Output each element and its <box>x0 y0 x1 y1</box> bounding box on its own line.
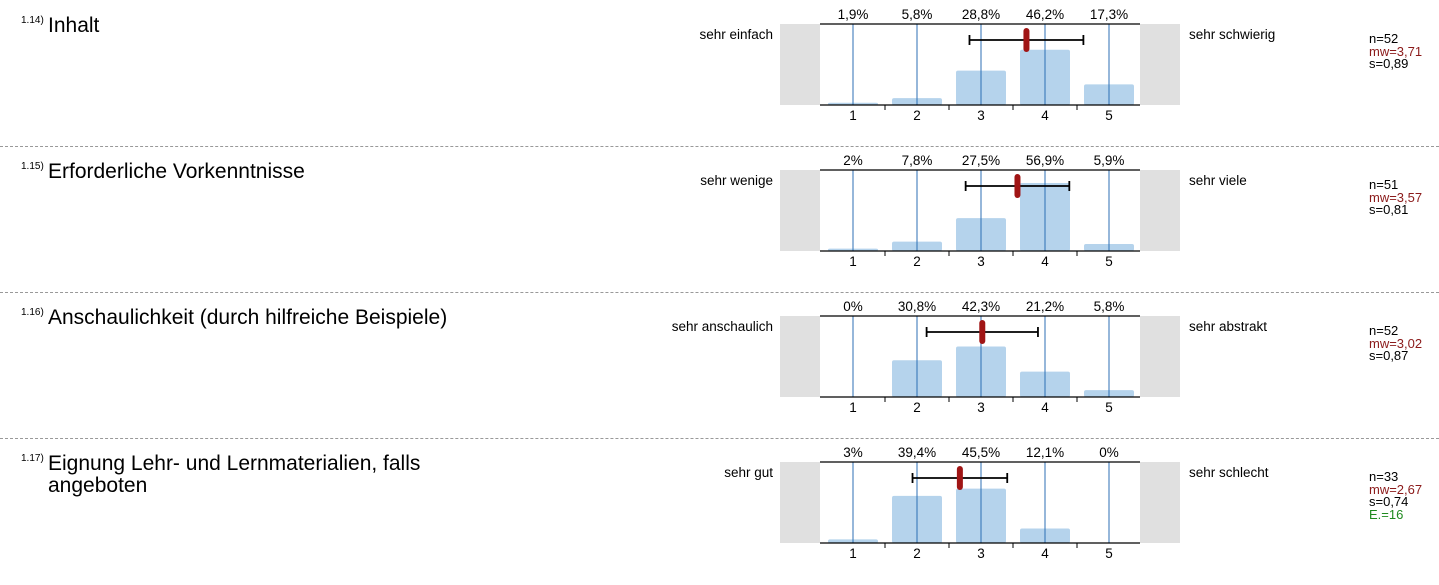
stats-block: n=52 mw=3,02 s=0,87 <box>1369 323 1423 363</box>
category-label: 4 <box>1041 400 1049 415</box>
question-number: 1.16) <box>21 307 44 318</box>
left-side-panel <box>780 24 820 105</box>
category-label: 1 <box>849 546 857 561</box>
percent-label: 27,5% <box>962 153 1000 168</box>
category-label: 2 <box>913 254 921 269</box>
question-title: Erforderliche Vorkenntnisse <box>48 160 305 183</box>
distribution-chart: 2% 7,8% 27,5% 56,9% 5,9% 1 2 3 4 5 <box>780 153 1180 269</box>
category-label: 4 <box>1041 546 1049 561</box>
category-label: 2 <box>913 108 921 123</box>
stats-block: n=51 mw=3,57 s=0,81 <box>1369 177 1423 217</box>
question-item: 1.15) Erforderliche Vorkenntnisse sehr wen… <box>0 146 1439 293</box>
scale-right-label: sehr schlecht <box>1189 465 1269 480</box>
percent-label: 56,9% <box>1026 153 1064 168</box>
mean-marker <box>979 320 986 344</box>
percent-label: 5,9% <box>1094 153 1125 168</box>
distribution-chart: 0% 30,8% 42,3% 21,2% 5,8% 1 2 3 4 5 <box>780 299 1180 415</box>
left-side-panel <box>780 462 820 543</box>
category-label: 5 <box>1105 546 1113 561</box>
stats-block: n=33 mw=2,67 s=0,74 E.=16 <box>1369 469 1423 522</box>
stats-block: n=52 mw=3,71 s=0,89 <box>1369 31 1423 71</box>
question-item: 1.14) Inhalt sehr einfach sehr schwierig n=5… <box>0 0 1439 147</box>
item-separator <box>0 292 1439 293</box>
stat-n: n=33 <box>1369 469 1399 484</box>
percent-label: 17,3% <box>1090 7 1128 22</box>
category-label: 2 <box>913 546 921 561</box>
stat-mean: mw=3,57 <box>1369 189 1423 205</box>
scale-left-label: sehr einfach <box>699 27 773 42</box>
percent-label: 2% <box>843 153 863 168</box>
stat-n: n=51 <box>1369 177 1399 192</box>
distribution-chart: 3% 39,4% 45,5% 12,1% 0% 1 2 3 4 5 <box>780 445 1180 561</box>
stat-sd: s=0,87 <box>1369 348 1409 363</box>
item-separator <box>0 438 1439 439</box>
scale-left-label: sehr anschaulich <box>671 319 773 334</box>
category-label: 3 <box>977 108 985 123</box>
scale-right-label: sehr abstrakt <box>1189 319 1268 334</box>
category-label: 3 <box>977 400 985 415</box>
question-title: Inhalt <box>48 14 100 37</box>
scale-left-label: sehr gut <box>724 465 773 480</box>
category-label: 3 <box>977 546 985 561</box>
category-label: 4 <box>1041 108 1049 123</box>
category-label: 5 <box>1105 108 1113 123</box>
percent-label: 0% <box>843 299 863 314</box>
stat-mean: mw=3,02 <box>1369 335 1423 351</box>
mean-marker <box>1023 28 1030 52</box>
stat-n: n=52 <box>1369 323 1399 338</box>
question-number: 1.17) <box>21 453 44 464</box>
percent-label: 1,9% <box>838 7 869 22</box>
stat-n: n=52 <box>1369 31 1399 46</box>
percent-label: 21,2% <box>1026 299 1064 314</box>
category-label: 3 <box>977 254 985 269</box>
percent-label: 30,8% <box>898 299 936 314</box>
category-label: 1 <box>849 254 857 269</box>
percent-label: 46,2% <box>1026 7 1064 22</box>
question-number: 1.15) <box>21 161 44 172</box>
percent-label: 45,5% <box>962 445 1000 460</box>
category-label: 4 <box>1041 254 1049 269</box>
question-title: Eignung Lehr- und Lernmaterialien, falls… <box>48 452 421 497</box>
percent-label: 39,4% <box>898 445 936 460</box>
percent-label: 5,8% <box>902 7 933 22</box>
question-title: Anschaulichkeit (durch hilfreiche Beispi… <box>48 306 448 329</box>
stat-sd: s=0,74 <box>1369 494 1409 509</box>
category-label: 5 <box>1105 254 1113 269</box>
distribution-chart: 1,9% 5,8% 28,8% 46,2% 17,3% 1 2 3 4 5 <box>780 7 1180 123</box>
category-label: 1 <box>849 400 857 415</box>
stat-abstentions: E.=16 <box>1369 506 1404 522</box>
scale-right-label: sehr viele <box>1189 173 1247 188</box>
percent-label: 7,8% <box>902 153 933 168</box>
question-item: 1.16) Anschaulichkeit (durch hilfreiche B… <box>0 292 1439 439</box>
category-label: 2 <box>913 400 921 415</box>
percent-label: 0% <box>1099 445 1119 460</box>
left-side-panel <box>780 170 820 251</box>
stat-mean: mw=2,67 <box>1369 481 1423 497</box>
percent-label: 12,1% <box>1026 445 1064 460</box>
stat-sd: s=0,89 <box>1369 56 1409 71</box>
question-item: 1.17) Eignung Lehr- und Lernmaterialien, … <box>0 438 1439 585</box>
stat-sd: s=0,81 <box>1369 202 1409 217</box>
percent-label: 5,8% <box>1094 299 1125 314</box>
right-side-panel <box>1140 316 1180 397</box>
category-label: 1 <box>849 108 857 123</box>
mean-marker <box>1014 174 1021 198</box>
mean-marker <box>956 466 963 490</box>
question-number: 1.14) <box>21 15 44 26</box>
scale-right-label: sehr schwierig <box>1189 27 1276 42</box>
stat-mean: mw=3,71 <box>1369 43 1423 59</box>
percent-label: 28,8% <box>962 7 1000 22</box>
item-separator <box>0 146 1439 147</box>
right-side-panel <box>1140 24 1180 105</box>
percent-label: 3% <box>843 445 863 460</box>
right-side-panel <box>1140 170 1180 251</box>
right-side-panel <box>1140 462 1180 543</box>
left-side-panel <box>780 316 820 397</box>
category-label: 5 <box>1105 400 1113 415</box>
scale-left-label: sehr wenige <box>700 173 773 188</box>
percent-label: 42,3% <box>962 299 1000 314</box>
